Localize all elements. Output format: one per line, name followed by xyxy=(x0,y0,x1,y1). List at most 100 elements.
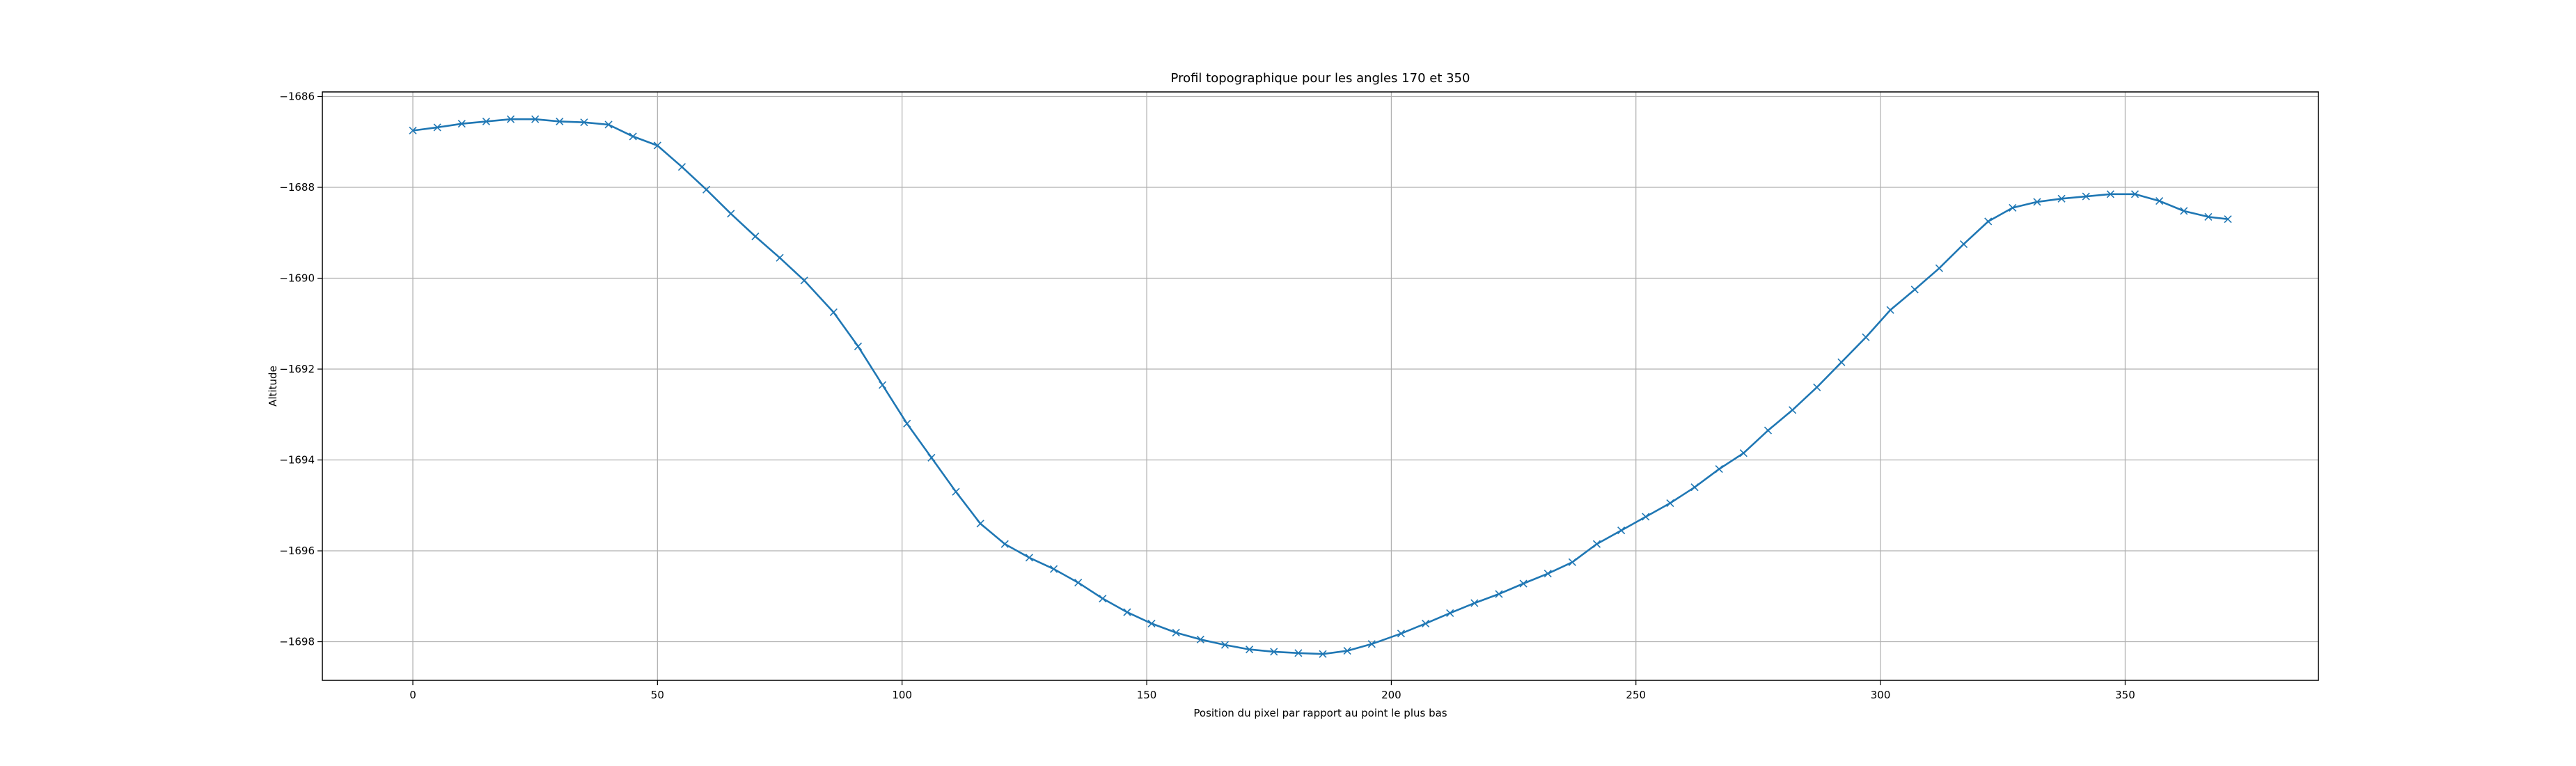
data-point-marker xyxy=(1984,217,1993,226)
data-point-marker xyxy=(1049,565,1058,573)
data-point-marker xyxy=(854,342,863,350)
y-tick-label: −1692 xyxy=(279,363,315,375)
data-point-marker xyxy=(1319,650,1327,658)
data-point-marker xyxy=(1025,554,1033,562)
data-point-marker xyxy=(1099,594,1107,603)
x-tick-label: 0 xyxy=(409,689,416,701)
data-point-marker xyxy=(1294,649,1303,657)
data-point-marker xyxy=(677,163,686,171)
data-point-marker xyxy=(1367,640,1376,648)
data-point-marker xyxy=(800,276,808,285)
data-point-marker xyxy=(1813,383,1821,391)
data-point-marker xyxy=(2180,207,2188,215)
y-tick-label: −1696 xyxy=(279,545,315,557)
x-tick-label: 100 xyxy=(892,689,912,701)
data-point-marker xyxy=(2155,197,2164,205)
data-point-marker xyxy=(1422,619,1430,628)
data-point-marker xyxy=(409,126,417,135)
data-point-marker xyxy=(580,118,588,127)
x-tick-label: 350 xyxy=(2115,689,2135,701)
y-tick-label: −1694 xyxy=(279,454,315,467)
data-point-marker xyxy=(2033,198,2041,206)
data-point-marker xyxy=(1074,579,1083,587)
data-point-marker xyxy=(653,141,661,150)
data-point-marker xyxy=(1147,619,1156,628)
data-point-marker xyxy=(482,117,490,125)
y-tick-label: −1690 xyxy=(279,272,315,285)
data-point-marker xyxy=(903,419,911,428)
data-point-marker xyxy=(1446,609,1454,617)
data-point-marker xyxy=(2224,215,2232,224)
data-point-marker xyxy=(1935,264,1943,272)
data-point-marker xyxy=(1764,426,1773,435)
data-point-marker xyxy=(1000,540,1009,548)
chart-title: Profil topographique pour les angles 170… xyxy=(1171,71,1470,86)
data-point-marker xyxy=(1666,499,1674,508)
data-point-marker xyxy=(2106,190,2114,198)
data-point-marker xyxy=(604,120,613,129)
y-axis-label: Altitude xyxy=(267,366,279,407)
data-point-marker xyxy=(1172,628,1180,637)
data-point-marker xyxy=(2057,194,2066,203)
data-point-marker xyxy=(1544,570,1552,578)
x-tick-label: 300 xyxy=(1871,689,1891,701)
data-point-marker xyxy=(1220,641,1230,649)
y-tick-label: −1688 xyxy=(279,181,315,194)
data-point-marker xyxy=(1470,599,1479,607)
data-point-marker xyxy=(776,253,784,262)
data-point-marker xyxy=(531,115,540,123)
y-tick-label: −1698 xyxy=(279,636,315,648)
data-point-marker xyxy=(1642,513,1650,521)
plot-frame xyxy=(322,91,2319,681)
data-point-marker xyxy=(1196,635,1204,643)
data-point-marker xyxy=(2130,190,2139,198)
data-point-marker xyxy=(1739,449,1748,458)
data-series xyxy=(409,115,2232,658)
data-point-marker xyxy=(879,381,887,389)
x-axis: 0 50 100 150 200 250 300 350 xyxy=(409,680,2135,701)
data-point-marker xyxy=(1592,540,1601,548)
data-point-marker xyxy=(1397,630,1406,638)
data-point-marker xyxy=(1837,358,1846,366)
data-point-marker xyxy=(1123,608,1131,616)
x-axis-label: Position du pixel par rapport au point l… xyxy=(1193,707,1447,719)
grid-lines xyxy=(322,92,2318,680)
data-point-marker xyxy=(976,519,984,528)
data-point-marker xyxy=(629,132,637,141)
data-point-marker xyxy=(952,487,960,496)
data-point-marker xyxy=(1886,306,1894,314)
data-point-marker xyxy=(556,117,564,125)
x-tick-label: 50 xyxy=(651,689,664,701)
data-point-marker xyxy=(1617,526,1626,535)
data-point-marker xyxy=(433,123,441,132)
data-point-marker xyxy=(1862,333,1870,341)
data-point-marker xyxy=(829,308,838,317)
data-point-marker xyxy=(751,232,760,241)
y-axis: −1686 −1688 −1690 −1692 −1694 −1696 −1698 xyxy=(279,91,322,648)
data-point-marker xyxy=(506,115,515,123)
data-point-marker xyxy=(1270,648,1278,656)
data-point-marker xyxy=(1715,465,1723,474)
data-point-marker xyxy=(1343,647,1351,655)
data-point-marker xyxy=(727,210,735,218)
data-point-marker xyxy=(1519,579,1527,588)
data-point-marker xyxy=(1246,646,1254,654)
data-point-marker xyxy=(1959,240,1968,249)
x-tick-label: 150 xyxy=(1137,689,1157,701)
x-tick-label: 200 xyxy=(1381,689,1401,701)
data-point-marker xyxy=(1910,286,1919,294)
data-point-marker xyxy=(1568,558,1576,566)
x-tick-label: 250 xyxy=(1626,689,1646,701)
data-point-marker xyxy=(927,453,936,462)
data-point-marker xyxy=(702,185,711,194)
data-point-marker xyxy=(1789,406,1797,414)
y-tick-label: −1686 xyxy=(279,91,315,103)
data-point-marker xyxy=(1690,483,1699,492)
data-point-marker xyxy=(2009,203,2017,212)
data-point-marker xyxy=(2082,192,2090,201)
data-point-marker xyxy=(457,120,466,128)
data-point-marker xyxy=(2204,212,2213,221)
data-point-marker xyxy=(1495,590,1503,598)
